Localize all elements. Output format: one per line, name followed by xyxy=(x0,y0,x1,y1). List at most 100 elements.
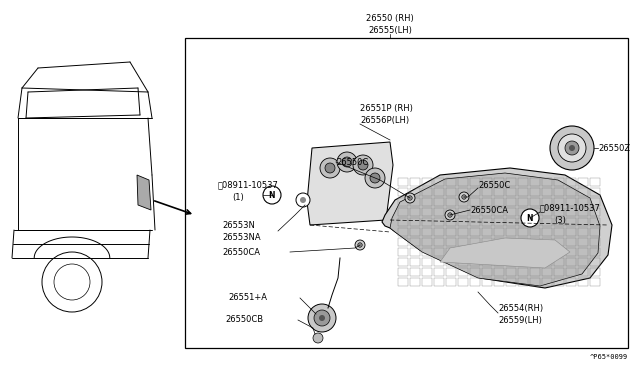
Bar xyxy=(554,278,564,286)
Bar xyxy=(470,208,480,216)
Bar xyxy=(458,198,468,206)
Bar xyxy=(506,228,516,236)
Bar xyxy=(530,178,540,186)
Bar xyxy=(506,218,516,226)
Bar xyxy=(398,208,408,216)
Bar xyxy=(566,258,576,266)
Bar xyxy=(578,188,588,196)
Bar xyxy=(434,188,444,196)
Bar xyxy=(566,228,576,236)
Bar xyxy=(470,178,480,186)
Bar xyxy=(458,238,468,246)
Circle shape xyxy=(325,163,335,173)
Text: 26553NA: 26553NA xyxy=(222,232,260,241)
Circle shape xyxy=(337,152,357,172)
Bar xyxy=(410,258,420,266)
Bar xyxy=(554,178,564,186)
Bar xyxy=(446,238,456,246)
Bar xyxy=(185,38,628,348)
Bar xyxy=(494,198,504,206)
Text: 26550Z: 26550Z xyxy=(598,144,630,153)
Bar xyxy=(410,178,420,186)
Bar xyxy=(554,248,564,256)
Bar xyxy=(458,248,468,256)
Polygon shape xyxy=(382,168,612,288)
Circle shape xyxy=(448,213,452,217)
Bar xyxy=(530,258,540,266)
Text: ⓝ08911-10537: ⓝ08911-10537 xyxy=(540,203,601,212)
Bar xyxy=(590,208,600,216)
Bar xyxy=(566,248,576,256)
Circle shape xyxy=(565,141,579,155)
Bar xyxy=(470,238,480,246)
Polygon shape xyxy=(390,173,600,286)
Text: ^P65*0099: ^P65*0099 xyxy=(589,354,628,360)
Bar xyxy=(542,238,552,246)
Bar xyxy=(458,178,468,186)
Bar xyxy=(482,268,492,276)
Text: 26551+A: 26551+A xyxy=(228,294,267,302)
Bar xyxy=(434,248,444,256)
Bar xyxy=(566,188,576,196)
Bar xyxy=(506,208,516,216)
Bar xyxy=(422,228,432,236)
Bar xyxy=(566,238,576,246)
Bar xyxy=(566,268,576,276)
Bar xyxy=(542,208,552,216)
Bar xyxy=(566,208,576,216)
Text: 26556P(LH): 26556P(LH) xyxy=(360,115,409,125)
Bar xyxy=(398,238,408,246)
Text: 26553N: 26553N xyxy=(222,221,255,230)
Bar xyxy=(482,188,492,196)
Bar xyxy=(398,178,408,186)
Bar xyxy=(518,208,528,216)
Bar xyxy=(530,198,540,206)
Bar xyxy=(482,178,492,186)
Circle shape xyxy=(313,333,323,343)
Circle shape xyxy=(365,168,385,188)
Bar xyxy=(554,198,564,206)
Bar xyxy=(410,228,420,236)
Polygon shape xyxy=(440,238,570,268)
Bar xyxy=(518,248,528,256)
Bar xyxy=(446,248,456,256)
Bar xyxy=(554,268,564,276)
Bar xyxy=(398,218,408,226)
Bar xyxy=(422,188,432,196)
Bar xyxy=(542,188,552,196)
Bar xyxy=(422,178,432,186)
Bar xyxy=(494,188,504,196)
Bar xyxy=(446,218,456,226)
Bar xyxy=(578,178,588,186)
Bar xyxy=(578,248,588,256)
Bar xyxy=(518,228,528,236)
Bar xyxy=(446,178,456,186)
Text: 26555(LH): 26555(LH) xyxy=(368,26,412,35)
Text: 26550CA: 26550CA xyxy=(222,247,260,257)
Bar xyxy=(494,248,504,256)
Circle shape xyxy=(550,126,594,170)
Bar xyxy=(530,218,540,226)
Bar xyxy=(410,198,420,206)
Bar xyxy=(482,198,492,206)
Circle shape xyxy=(405,193,415,203)
Bar xyxy=(578,228,588,236)
Bar xyxy=(542,248,552,256)
Circle shape xyxy=(408,196,412,200)
Bar xyxy=(446,228,456,236)
Bar xyxy=(530,268,540,276)
Bar xyxy=(410,208,420,216)
Bar xyxy=(398,258,408,266)
Bar xyxy=(542,278,552,286)
Bar xyxy=(446,278,456,286)
Bar xyxy=(482,258,492,266)
Bar xyxy=(422,218,432,226)
Bar xyxy=(422,238,432,246)
Circle shape xyxy=(314,310,330,326)
Bar xyxy=(590,178,600,186)
Bar xyxy=(518,218,528,226)
Bar xyxy=(422,208,432,216)
Bar xyxy=(590,198,600,206)
Bar xyxy=(398,188,408,196)
Bar xyxy=(398,198,408,206)
